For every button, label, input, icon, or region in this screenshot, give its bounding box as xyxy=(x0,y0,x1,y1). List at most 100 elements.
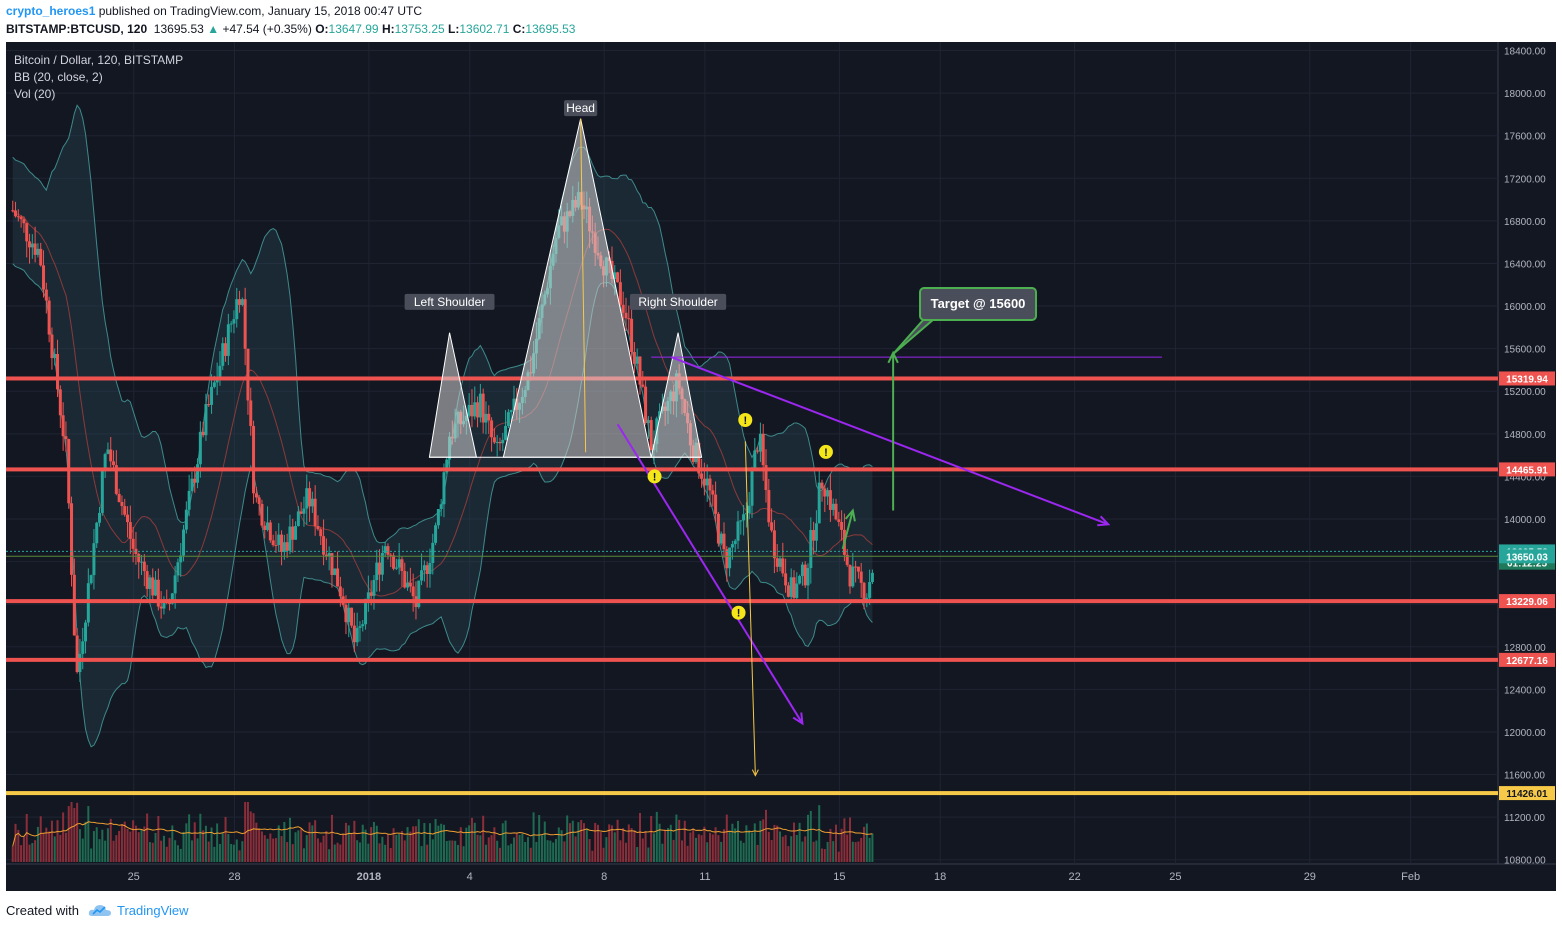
candle-body xyxy=(291,526,295,540)
volume-bar xyxy=(319,842,322,862)
candle-body xyxy=(42,265,46,290)
volume-bar xyxy=(725,814,728,862)
candle-body xyxy=(803,564,807,586)
volume-bar xyxy=(563,841,566,862)
candle-body xyxy=(238,299,242,305)
volume-bar xyxy=(308,822,311,862)
volume-bar xyxy=(263,835,266,862)
candle-body xyxy=(322,536,326,555)
candle-body xyxy=(78,653,82,673)
volume-bar xyxy=(568,823,571,862)
candle-body xyxy=(232,319,236,324)
candle-body xyxy=(280,534,284,552)
volume-bar xyxy=(605,837,608,862)
volume-bar xyxy=(840,828,843,862)
candle-body xyxy=(644,386,648,423)
volume-bar xyxy=(98,839,101,862)
volume-bar xyxy=(717,835,720,862)
volume-bar xyxy=(59,834,62,862)
volume-bar xyxy=(126,829,129,862)
candle-body xyxy=(509,410,513,413)
candle-body xyxy=(64,436,68,440)
candle-body xyxy=(786,585,790,597)
volume-bar xyxy=(821,848,824,862)
alert-mark: ! xyxy=(743,415,747,427)
volume-bar xyxy=(196,838,199,862)
x-tick-label: 25 xyxy=(128,871,140,883)
candle-body xyxy=(184,509,188,530)
candle-body xyxy=(252,425,256,494)
chart-header: crypto_heroes1 published on TradingView.… xyxy=(0,0,1562,42)
small-up-arrow xyxy=(841,508,856,550)
volume-bar xyxy=(112,840,115,862)
candle-body xyxy=(719,533,723,544)
volume-bar xyxy=(17,829,20,862)
volume-bar xyxy=(283,821,286,862)
candle-body xyxy=(81,641,85,654)
volume-bar xyxy=(235,839,238,862)
volume-bar xyxy=(454,840,457,862)
candle-body xyxy=(366,592,370,599)
candle-body xyxy=(711,490,715,495)
volume-bar xyxy=(644,830,647,862)
level-label-bg xyxy=(1499,786,1555,801)
tradingview-link[interactable]: TradingView xyxy=(117,903,189,918)
volume-bar xyxy=(650,815,653,862)
volume-bar xyxy=(459,827,462,862)
candle-body xyxy=(630,318,634,352)
volume-bar xyxy=(823,849,826,862)
volume-bar xyxy=(392,828,395,862)
volume-bar xyxy=(832,841,835,862)
volume-bar xyxy=(708,832,711,862)
volume-bars xyxy=(11,802,874,862)
volume-bar xyxy=(330,814,333,862)
volume-bar xyxy=(395,834,398,862)
volume-bar xyxy=(765,809,768,862)
volume-bar xyxy=(538,815,541,862)
chart-area[interactable]: 10800.00 11200.00 11600.00 12000.00 12400.00… xyxy=(6,42,1556,891)
volume-bar xyxy=(258,828,261,862)
volume-bar xyxy=(406,827,409,862)
volume-bar xyxy=(367,843,370,862)
volume-bar xyxy=(193,822,196,862)
level-label-text: 15319.94 xyxy=(1506,374,1548,385)
volume-bar xyxy=(143,826,146,862)
volume-bar xyxy=(339,844,342,862)
y-tick-label: 11600.00 xyxy=(1504,771,1545,782)
callout-text: Target @ 15600 xyxy=(931,296,1026,311)
candle-body xyxy=(739,520,743,522)
volume-bar xyxy=(854,842,857,862)
alert-mark: ! xyxy=(653,471,657,483)
volume-bar xyxy=(302,848,305,862)
candle-body xyxy=(638,356,642,385)
candle-body xyxy=(61,415,65,437)
symbol-name[interactable]: BITSTAMP:BTCUSD, 120 xyxy=(6,22,148,36)
candle-body xyxy=(436,509,440,526)
candle-body xyxy=(310,498,314,507)
level-label-text: 12677.16 xyxy=(1506,656,1548,667)
volume-bar xyxy=(412,826,415,862)
candle-body xyxy=(170,593,174,604)
volume-bar xyxy=(507,845,510,862)
candle-body xyxy=(344,604,348,623)
price-change: +47.54 (+0.35%) xyxy=(222,22,312,36)
tradingview-cloud-icon[interactable] xyxy=(88,903,112,917)
y-tick-label: 12000.00 xyxy=(1504,728,1546,739)
volume-bar xyxy=(655,811,658,862)
candle-body xyxy=(112,461,116,466)
candle-body xyxy=(154,579,158,596)
author-link[interactable]: crypto_heroes1 xyxy=(6,4,96,18)
volume-bar xyxy=(739,840,742,862)
volume-bar xyxy=(39,816,42,862)
candle-body xyxy=(758,433,762,452)
candle-body xyxy=(140,561,144,563)
volume-bar xyxy=(104,840,107,862)
price-chart[interactable]: 10800.00 11200.00 11600.00 12000.00 12400.00… xyxy=(6,42,1556,891)
candle-body xyxy=(714,494,718,514)
candle-body xyxy=(271,540,275,546)
candle-body xyxy=(828,490,832,510)
candle-body xyxy=(859,571,863,583)
candle-body xyxy=(176,562,180,576)
candle-body xyxy=(428,562,432,574)
candle-body xyxy=(198,431,202,465)
